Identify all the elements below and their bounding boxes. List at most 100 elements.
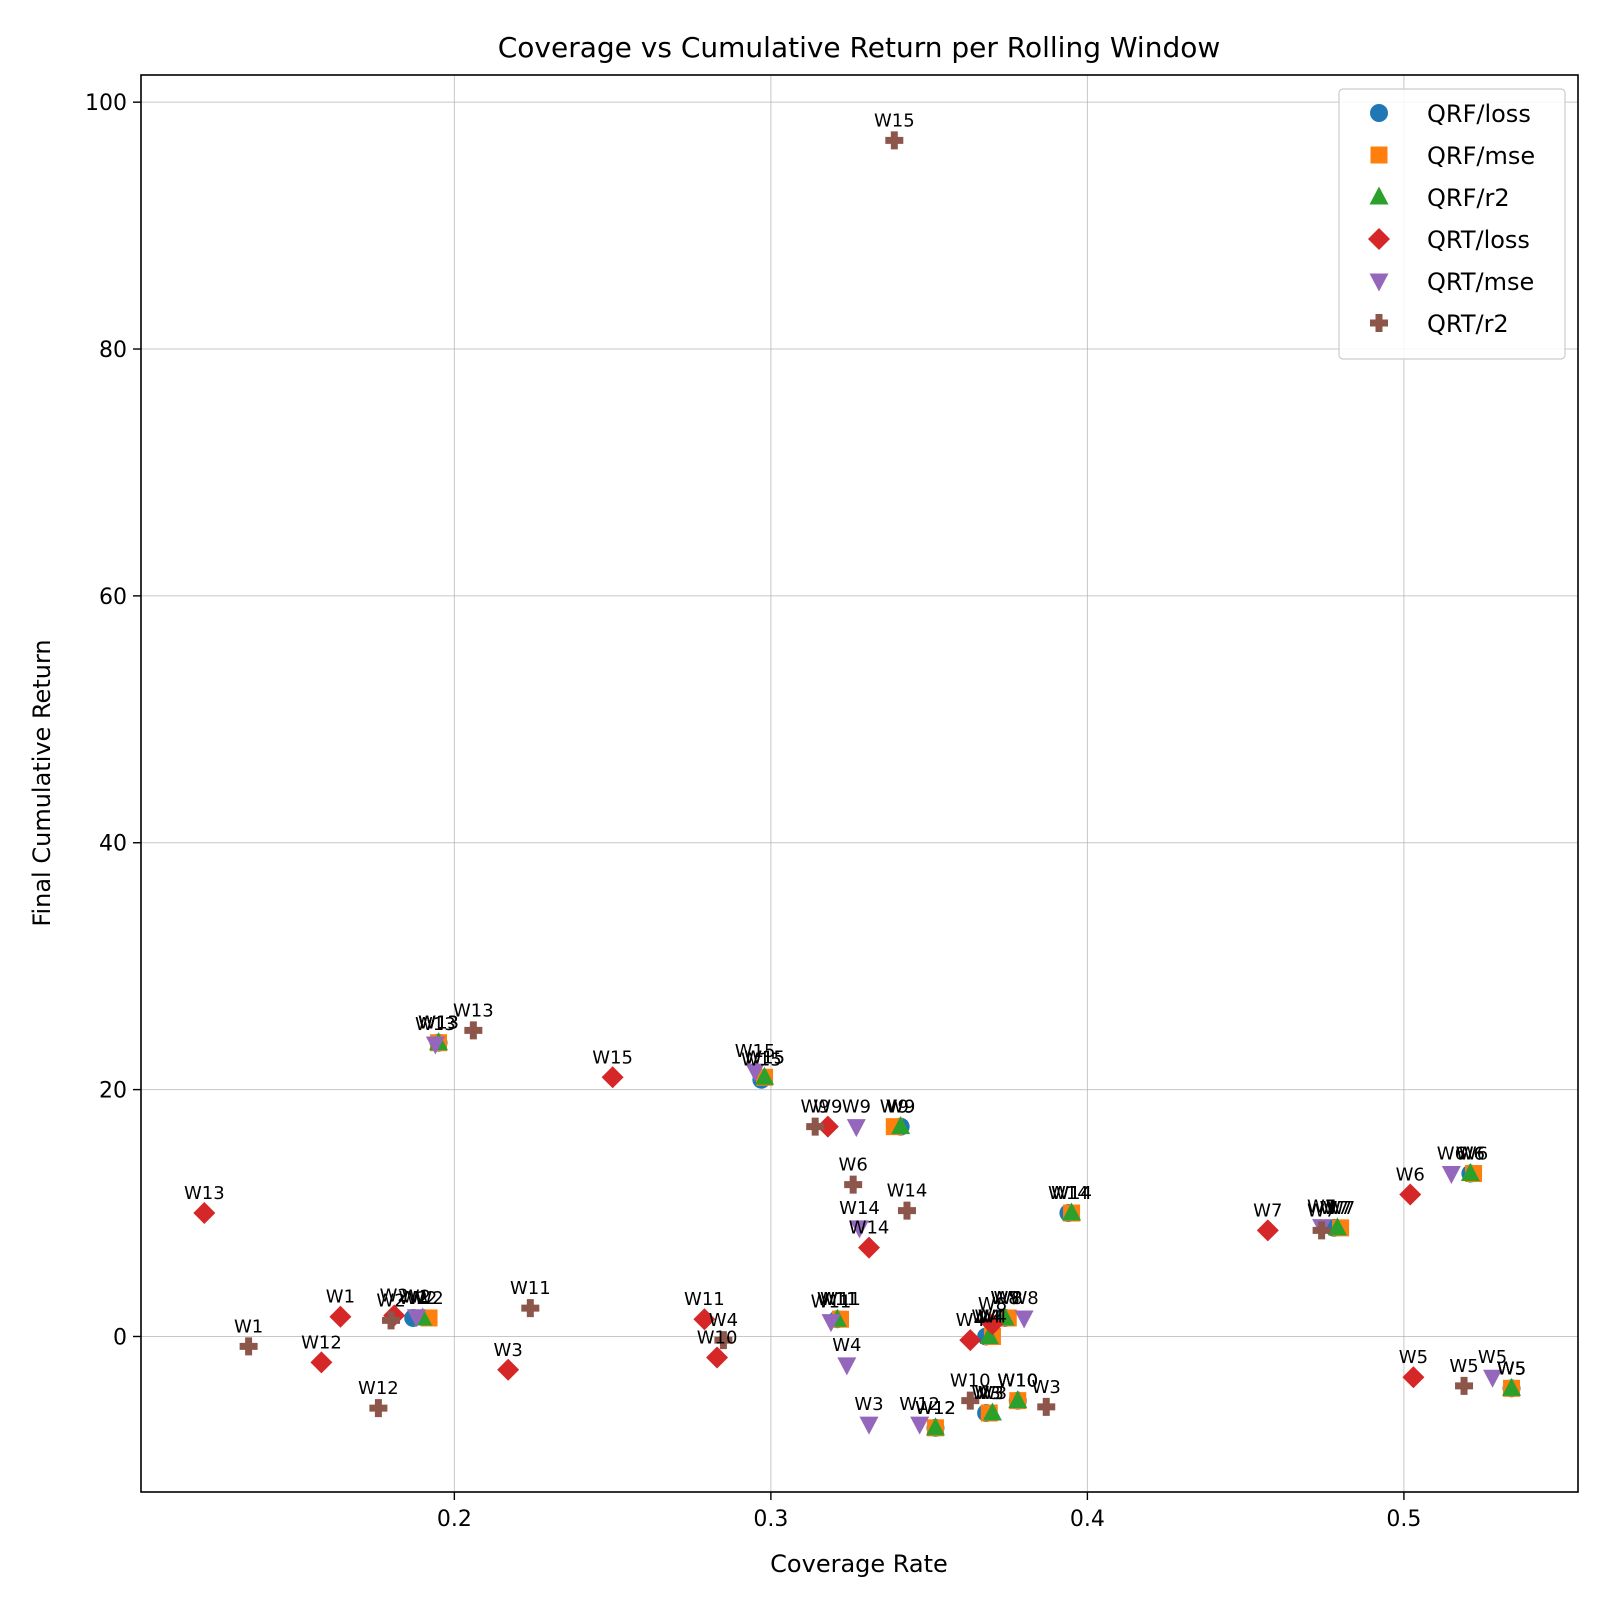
point-label: W10 (950, 1371, 991, 1392)
point-label: W13 (415, 1014, 456, 1035)
point-label: W8 (990, 1288, 1019, 1309)
data-point-qrf-r2 (1502, 1377, 1522, 1396)
y-tick-label: 0 (113, 1325, 127, 1350)
data-point-qrt-r2 (844, 1175, 863, 1194)
legend-entry: QRT/loss (1427, 226, 1530, 254)
point-label: W11 (817, 1289, 858, 1310)
data-point-qrt-mse (837, 1357, 857, 1376)
y-tick-label: 100 (85, 91, 127, 116)
point-label: W13 (453, 1000, 494, 1021)
point-label: W6 (839, 1155, 868, 1176)
legend-entry: QRF/r2 (1427, 184, 1510, 212)
point-label: W4 (971, 1306, 1000, 1327)
data-point-qrf-r2 (925, 1417, 945, 1436)
point-label: W5 (1497, 1358, 1526, 1379)
data-point-qrt-mse (850, 1220, 869, 1239)
point-label: W9 (880, 1097, 909, 1118)
point-label: W9 (886, 1097, 915, 1118)
chart-title: Coverage vs Cumulative Return per Rollin… (498, 31, 1221, 64)
data-point-qrf-r2 (982, 1402, 1002, 1421)
data-point-qrt-mse (859, 1416, 879, 1435)
data-point-qrf-r2 (891, 1116, 911, 1135)
point-label: W12 (915, 1398, 956, 1419)
point-label: W5 (1497, 1358, 1526, 1379)
point-label: W1 (234, 1316, 263, 1337)
point-label: W2 (414, 1288, 443, 1309)
point-label: W6 (1456, 1144, 1485, 1165)
point-label: W15 (744, 1047, 785, 1068)
data-point-qrt-loss (329, 1305, 352, 1328)
data-point-qrf-r2 (1008, 1390, 1028, 1409)
point-label: W3 (854, 1394, 883, 1415)
data-point-qrt-r2 (1037, 1397, 1056, 1416)
data-point-qrt-mse (910, 1416, 930, 1435)
legend-box (1338, 88, 1566, 360)
point-label: W4 (709, 1310, 738, 1331)
point-label: W6 (1396, 1165, 1425, 1186)
point-label: W3 (1032, 1377, 1061, 1398)
x-tick-label: 0.5 (1386, 1507, 1421, 1532)
data-point-qrt-loss (959, 1329, 982, 1352)
legend-marker (1370, 314, 1388, 332)
data-point-qrt-r2 (239, 1337, 258, 1356)
point-label: W5 (1478, 1347, 1507, 1368)
data-point-qrt-loss (981, 1313, 1004, 1336)
data-point-qrt-loss (693, 1308, 716, 1331)
data-point-qrt-loss (310, 1351, 333, 1374)
point-label: W11 (817, 1289, 858, 1310)
plot-frame (140, 74, 1579, 1493)
data-point-qrt-loss (816, 1115, 839, 1138)
point-label: W15 (874, 110, 915, 131)
point-label: W7 (1326, 1198, 1355, 1219)
data-point-qrt-loss (1402, 1366, 1425, 1389)
point-label: W4 (956, 1310, 985, 1331)
point-label: W10 (697, 1327, 738, 1348)
point-label: W12 (915, 1398, 956, 1419)
point-label: W11 (811, 1292, 852, 1313)
point-label: W2 (402, 1287, 431, 1308)
point-label: W9 (842, 1097, 871, 1118)
legend: QRF/loss QRF/mse QRF/r2 QRT/loss QRT/mse QRT/… (1338, 88, 1566, 360)
legend-marker (1368, 228, 1390, 250)
point-label: W12 (358, 1378, 399, 1399)
point-label: W2 (408, 1288, 437, 1309)
point-label: W9 (886, 1097, 915, 1118)
data-point-qrt-mse (846, 1119, 866, 1138)
point-label: W9 (813, 1097, 842, 1118)
data-point-qrt-loss (1399, 1183, 1422, 1206)
point-label: W7 (1307, 1197, 1336, 1218)
legend-marker (1369, 186, 1389, 205)
point-label: W5 (1449, 1356, 1478, 1377)
data-point-qrt-r2 (714, 1331, 733, 1350)
point-label: W10 (997, 1371, 1038, 1392)
axis-ticks: 0.2 0.3 0.4 0.5 0 20 40 60 80 100 (85, 91, 1421, 1532)
y-tick-label: 80 (99, 338, 127, 363)
point-label: W14 (1048, 1183, 1089, 1204)
data-point-qrf-r2 (1062, 1202, 1082, 1221)
legend-entry: QRT/r2 (1427, 310, 1509, 338)
point-label: W8 (978, 1294, 1007, 1315)
point-label: W11 (684, 1289, 725, 1310)
data-point-qrt-r2 (1455, 1376, 1474, 1395)
data-point-qrt-loss (1256, 1219, 1279, 1242)
data-point-qrt-loss (706, 1346, 729, 1369)
point-label: W2 (376, 1290, 405, 1311)
data-point-qrt-mse (1441, 1166, 1461, 1185)
point-label: W2 (399, 1288, 428, 1309)
point-label: W3 (494, 1340, 523, 1361)
point-label: W6 (1437, 1144, 1466, 1165)
data-point-qrt-mse (406, 1309, 426, 1328)
point-label: W10 (997, 1371, 1038, 1392)
data-point-qrt-loss (193, 1202, 216, 1225)
point-label: W12 (301, 1332, 342, 1353)
data-points (193, 131, 1522, 1437)
y-axis-label: Final Cumulative Return (28, 639, 56, 926)
data-point-qrf-r2 (1460, 1163, 1480, 1182)
point-label: W1 (326, 1287, 355, 1308)
data-point-qrt-mse (1483, 1369, 1503, 1388)
point-label: W5 (1399, 1347, 1428, 1368)
point-label: W4 (832, 1335, 861, 1356)
data-point-qrf-r2 (995, 1307, 1015, 1326)
point-label: W8 (990, 1288, 1019, 1309)
data-point-qrt-r2 (382, 1311, 401, 1330)
